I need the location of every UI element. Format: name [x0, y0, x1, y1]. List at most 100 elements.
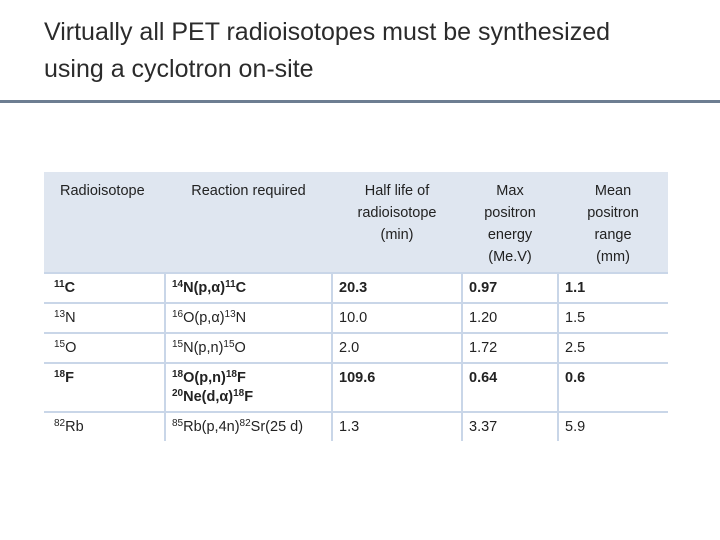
- header-line: range: [594, 227, 632, 243]
- cell-text: 1.72: [469, 340, 498, 356]
- cell-text: 10.0: [339, 310, 368, 326]
- table-cell: 109.6: [332, 362, 463, 412]
- table-cell: 18F: [44, 362, 166, 412]
- cell-line: 13N: [54, 309, 158, 328]
- mass-number: 82: [239, 418, 251, 429]
- table-cell: 2.0: [332, 332, 463, 363]
- cell-line: 1.1: [565, 279, 662, 298]
- table-cell: 15N(p,n)15O: [165, 332, 333, 363]
- cell-line: 18F: [54, 369, 158, 388]
- cell-line: 10.0: [339, 309, 455, 328]
- table-body: 11C 14N(p,α)11C 20.3 0.97 1.1 13N 16O(p,α)13N 1…: [44, 272, 668, 441]
- column-header: Max positron energy (Me.V): [462, 172, 558, 273]
- cell-text: 0.97: [469, 280, 498, 296]
- table-cell: 1.20: [462, 302, 559, 333]
- table-cell: 13N: [44, 302, 166, 333]
- column-header: Half life of radioisotope (min): [332, 172, 462, 273]
- cell-text: O: [234, 340, 246, 356]
- cell-text: Sr(25 d): [250, 419, 304, 435]
- cell-line: 0.97: [469, 279, 551, 298]
- table-cell: 14N(p,α)11C: [165, 272, 333, 303]
- title-line: using a cyclotron on-site: [44, 55, 314, 83]
- mass-number: 14: [172, 279, 184, 290]
- cell-text: 0.64: [469, 370, 498, 386]
- header-line: radioisotope: [357, 205, 437, 221]
- mass-number: 15: [54, 339, 66, 350]
- cell-text: 5.9: [565, 419, 586, 435]
- header-row: Radioisotope Reaction required Half life o…: [44, 172, 668, 273]
- cell-text: Rb: [65, 419, 84, 435]
- table-cell: 15O: [44, 332, 166, 363]
- table-cell: 2.5: [558, 332, 668, 363]
- title-line: Virtually all PET radioisotopes must be …: [44, 18, 611, 46]
- cell-text: 109.6: [339, 370, 376, 386]
- table-cell: 1.3: [332, 411, 463, 441]
- slide-title: Virtually all PET radioisotopes must be …: [44, 14, 610, 88]
- table-cell: 0.64: [462, 362, 559, 412]
- mass-number: 16: [172, 309, 184, 320]
- cell-text: 1.1: [565, 280, 586, 296]
- table-cell: 10.0: [332, 302, 463, 333]
- title-rule: [0, 100, 720, 103]
- isotope-table: Radioisotope Reaction required Half life o…: [44, 172, 668, 441]
- cell-text: C: [235, 280, 247, 296]
- table-cell: 20.3: [332, 272, 463, 303]
- cell-text: 1.5: [565, 310, 586, 326]
- table-row: 13N 16O(p,α)13N 10.0 1.20 1.5: [44, 302, 668, 333]
- table-row: 15O 15N(p,n)15O 2.0 1.72 2.5: [44, 332, 668, 363]
- header-line: Reaction required: [191, 183, 306, 199]
- mass-number: 15: [223, 339, 235, 350]
- cell-line: 14N(p,α)11C: [172, 279, 325, 298]
- cell-line: 1.3: [339, 418, 455, 437]
- table-row: 82Rb 85Rb(p,4n)82Sr(25 d) 1.3 3.37 5.9: [44, 411, 668, 441]
- cell-text: 0.6: [565, 370, 586, 386]
- mass-number: 18: [225, 369, 237, 380]
- table-row: 18F 18O(p,n)18F 20Ne(d,α)18F 109.6 0.64 0.6: [44, 362, 668, 412]
- header-line: (min): [380, 227, 414, 243]
- cell-text: O(p,n): [183, 370, 226, 386]
- cell-line: 82Rb: [54, 418, 158, 437]
- cell-line: 2.0: [339, 339, 455, 358]
- cell-line: 0.6: [565, 369, 662, 388]
- cell-text: Rb(p,4n): [183, 419, 240, 435]
- cell-line: 109.6: [339, 369, 455, 388]
- cell-line: 1.5: [565, 309, 662, 328]
- cell-text: 1.20: [469, 310, 498, 326]
- mass-number: 11: [54, 279, 65, 290]
- table-cell: 82Rb: [44, 411, 166, 441]
- header-line: Radioisotope: [60, 183, 145, 199]
- header-line: Max: [496, 183, 524, 199]
- cell-line: 11C: [54, 279, 158, 298]
- cell-text: O(p,α): [183, 310, 225, 326]
- table-row: 11C 14N(p,α)11C 20.3 0.97 1.1: [44, 272, 668, 303]
- cell-line: 20Ne(d,α)18F: [172, 388, 325, 407]
- cell-text: 2.5: [565, 340, 586, 356]
- mass-number: 11: [225, 279, 236, 290]
- mass-number: 20: [172, 388, 184, 399]
- cell-line: 3.37: [469, 418, 551, 437]
- cell-line: 15N(p,n)15O: [172, 339, 325, 358]
- cell-line: 2.5: [565, 339, 662, 358]
- cell-text: N(p,n): [183, 340, 224, 356]
- table-cell: 0.6: [558, 362, 668, 412]
- table-cell: 16O(p,α)13N: [165, 302, 333, 333]
- header-line: positron: [587, 205, 639, 221]
- cell-text: 3.37: [469, 419, 498, 435]
- header-line: (Me.V): [488, 249, 532, 265]
- cell-text: Ne(d,α): [183, 389, 234, 405]
- mass-number: 15: [172, 339, 184, 350]
- header-line: Half life of: [364, 183, 430, 199]
- cell-line: 1.72: [469, 339, 551, 358]
- header-line: Mean: [594, 183, 632, 199]
- column-header: Mean positron range (mm): [558, 172, 668, 273]
- cell-text: C: [64, 280, 76, 296]
- cell-text: 2.0: [339, 340, 360, 356]
- cell-line: 85Rb(p,4n)82Sr(25 d): [172, 418, 325, 437]
- cell-line: 18O(p,n)18F: [172, 369, 325, 388]
- cell-line: 16O(p,α)13N: [172, 309, 325, 328]
- table-cell: 11C: [44, 272, 166, 303]
- header-line: positron: [484, 205, 536, 221]
- cell-text: F: [236, 370, 246, 386]
- table-cell: 85Rb(p,4n)82Sr(25 d): [165, 411, 333, 441]
